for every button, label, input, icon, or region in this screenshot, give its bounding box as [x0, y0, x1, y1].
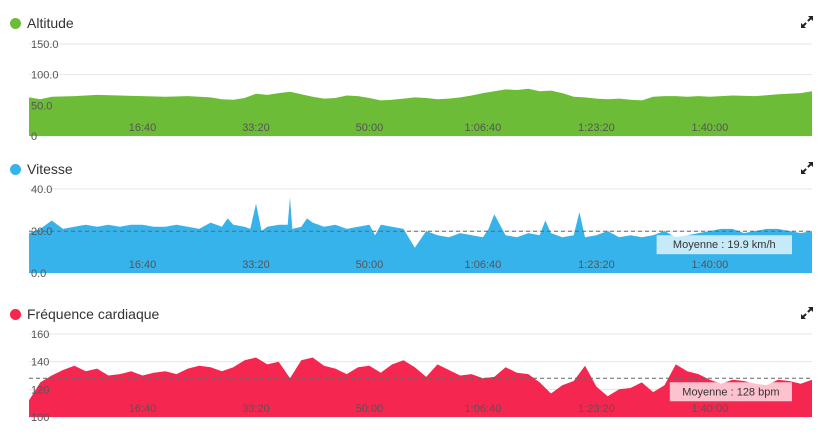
y-tick-label: 160 [31, 329, 49, 341]
altitude-title: Altitude [27, 15, 74, 31]
x-tick-label: 1:23:20 [578, 403, 615, 415]
speed-legend-dot [10, 163, 21, 175]
y-tick-label: 50.0 [31, 100, 52, 112]
speed-panel: Vitesse 40.0 20.0 0.0 16:40 33:20 50:00 1:06:4… [0, 158, 826, 282]
y-tick-label: 0.0 [31, 268, 46, 280]
altitude-panel: Altitude 150.0 100.0 50.0 0 16:40 33:20 50:00 1… [0, 12, 826, 143]
x-tick-label: 50:00 [356, 259, 384, 271]
x-tick-label: 50:00 [356, 122, 384, 134]
y-tick-label: 20.0 [31, 226, 52, 238]
x-tick-label: 33:20 [242, 259, 270, 271]
x-tick-label: 1:40:00 [692, 259, 729, 271]
x-tick-label: 1:06:40 [465, 122, 502, 134]
average-label: Moyenne : 19.9 km/h [673, 239, 776, 251]
y-tick-label: 140 [31, 357, 49, 369]
altitude-chart: 150.0 100.0 50.0 0 16:40 33:20 50:00 1:06:40 1:2… [29, 39, 812, 143]
x-tick-label: 16:40 [129, 259, 157, 271]
data-area [29, 197, 812, 273]
speed-chart: 40.0 20.0 0.0 16:40 33:20 50:00 1:06:40 1:23:20… [29, 184, 812, 280]
data-area [29, 357, 812, 417]
x-tick-label: 1:40:00 [692, 403, 729, 415]
heart-rate-chart: 160 140 120 100 16:40 33:20 50:00 1:06:40 1:23:2… [29, 329, 812, 424]
y-tick-label: 0 [31, 131, 37, 143]
expand-icon[interactable] [800, 161, 814, 175]
average-label: Moyenne : 128 bpm [682, 386, 779, 398]
speed-header: Vitesse [10, 158, 73, 180]
x-tick-label: 1:06:40 [465, 259, 502, 271]
heart-rate-title: Fréquence cardiaque [27, 306, 160, 322]
data-area [29, 88, 812, 136]
expand-icon[interactable] [800, 306, 814, 320]
altitude-legend-dot [10, 17, 21, 29]
x-tick-label: 16:40 [129, 403, 157, 415]
expand-icon[interactable] [800, 15, 814, 29]
average-label-bg [656, 235, 792, 255]
altitude-header: Altitude [10, 12, 74, 34]
y-tick-label: 100.0 [31, 70, 59, 82]
average-label-bg [669, 382, 792, 402]
heart-rate-header: Fréquence cardiaque [10, 303, 159, 325]
x-tick-label: 1:23:20 [578, 122, 615, 134]
y-tick-label: 150.0 [31, 39, 59, 51]
x-tick-label: 1:40:00 [692, 122, 729, 134]
speed-title: Vitesse [27, 161, 73, 177]
x-tick-label: 1:23:20 [578, 259, 615, 271]
heart-rate-legend-dot [10, 308, 21, 320]
x-tick-label: 50:00 [356, 403, 384, 415]
y-tick-label: 120 [31, 384, 49, 396]
x-tick-label: 33:20 [242, 403, 270, 415]
y-tick-label: 40.0 [31, 184, 52, 196]
y-tick-label: 100 [31, 412, 49, 424]
heart-rate-panel: Fréquence cardiaque 160 140 120 100 16:40 33:… [0, 303, 826, 429]
x-tick-label: 33:20 [242, 122, 270, 134]
x-tick-label: 1:06:40 [465, 403, 502, 415]
x-tick-label: 16:40 [129, 122, 157, 134]
